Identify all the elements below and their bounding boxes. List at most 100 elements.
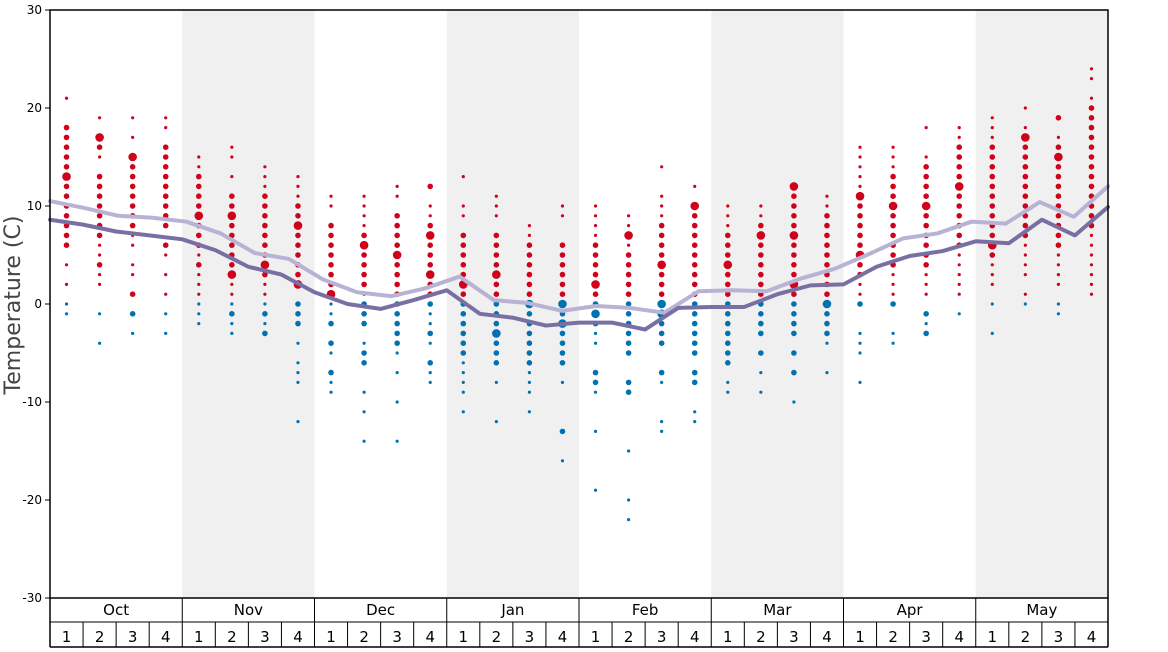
data-point [857,262,863,268]
data-point [1055,164,1062,170]
data-point [559,242,566,248]
data-point [194,211,204,221]
data-point [63,232,70,239]
data-point [395,194,399,198]
data-point [989,154,996,160]
data-point [493,360,500,366]
data-point [626,243,631,247]
data-point [1023,126,1027,130]
data-point [759,214,763,218]
x-axis: Oct 1 2 3 4 Nov 1 2 3 4 Dec 1 2 3 4 Jan 1 2 3 4 Feb 1 2 3 4 Mar 1 2… [49,598,1109,648]
data-point [824,242,830,248]
data-point [128,152,137,162]
data-point [890,252,896,258]
data-point [857,213,863,219]
data-point [328,369,334,376]
data-point [494,204,498,208]
data-point [660,214,664,218]
data-point [164,116,168,120]
data-point [822,299,832,309]
data-point [759,371,763,375]
data-point [591,309,600,319]
data-point [591,280,600,289]
data-point [791,369,797,376]
data-point [427,262,434,268]
data-point [1055,183,1062,190]
data-point [63,154,70,160]
data-point [726,390,730,394]
data-point [162,173,169,180]
data-point [329,351,333,355]
week-label: 4 [558,628,568,646]
data-point [460,311,467,317]
data-point [162,242,169,248]
data-point [792,400,796,404]
data-point [164,331,168,335]
data-point [923,242,929,248]
data-point [1022,173,1029,180]
data-point [394,340,400,347]
data-point [1089,96,1094,100]
data-point [956,173,963,180]
data-point [394,222,400,229]
data-point [493,350,500,356]
data-point [724,350,731,356]
week-label: 3 [921,628,931,646]
data-point [427,183,434,190]
data-point [129,222,136,229]
data-point [493,301,500,307]
data-point [956,164,963,170]
data-point [626,449,631,453]
data-point [592,242,599,248]
data-point [97,312,102,316]
data-point [527,380,532,384]
data-point [791,320,797,327]
data-point [957,282,961,286]
data-point [890,173,896,180]
data-point [131,135,135,139]
data-point [361,262,367,268]
data-point [691,320,698,327]
data-point [197,282,201,286]
data-point [658,340,665,347]
data-point [96,203,103,209]
data-point [229,203,235,209]
month-label-apr: Apr [897,601,924,619]
data-point [691,271,698,278]
data-point [362,214,366,218]
data-point [295,232,301,239]
data-point [492,329,501,338]
data-point [230,331,234,335]
data-point [195,203,202,209]
data-point [724,311,731,317]
data-point [989,173,996,180]
data-point [923,193,929,199]
data-point [1089,243,1094,247]
data-point [855,191,865,201]
data-point [660,194,664,198]
week-label: 2 [492,628,502,646]
data-point [395,371,399,375]
data-point [328,242,334,248]
data-point [162,164,169,170]
data-point [724,271,731,278]
data-point [460,252,467,258]
data-point [626,214,631,218]
y-tick-label: 10 [27,199,42,213]
data-point [1055,232,1062,239]
week-label: 4 [425,628,435,646]
data-point [428,380,432,384]
data-point [328,222,334,229]
data-point [658,320,665,327]
data-point [989,193,996,199]
data-point [923,164,929,170]
data-point [593,331,598,335]
week-label: 3 [525,628,535,646]
data-point [891,145,895,149]
data-point [361,252,367,258]
data-point [625,301,632,307]
data-point [957,135,961,139]
week-label: 1 [194,628,204,646]
data-point [593,341,598,345]
week-label: 4 [161,628,171,646]
